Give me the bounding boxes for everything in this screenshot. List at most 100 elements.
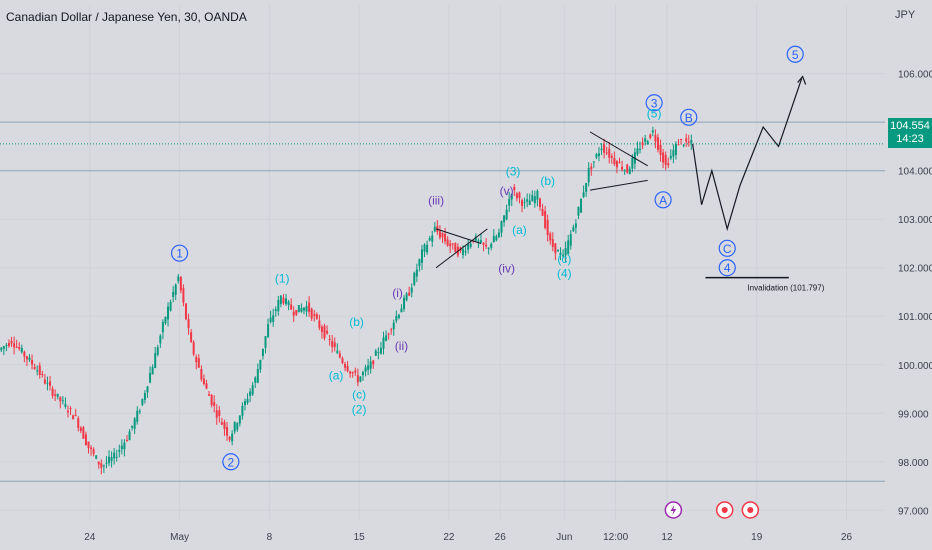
x-tick-label: 8 [267, 532, 273, 543]
candle-body [226, 426, 229, 436]
candle-body [403, 297, 406, 309]
wave-circle-1 [170, 244, 189, 262]
candle-body [500, 221, 503, 233]
candle-body [479, 240, 482, 243]
candle-body [351, 372, 354, 374]
candle-body [100, 463, 103, 468]
wave-circle-3 [645, 94, 663, 112]
candle-body [590, 166, 593, 170]
candle-body [200, 368, 203, 380]
candle-body [574, 223, 577, 228]
candle-body [46, 382, 49, 384]
candle-body [523, 201, 526, 203]
candle-body [408, 292, 411, 296]
y-tick-label: 102.000 [898, 264, 932, 275]
candle-body [264, 336, 267, 348]
candle-body [59, 396, 62, 402]
candle-body [7, 343, 10, 347]
candle-body [618, 162, 621, 164]
triangle-line [589, 179, 648, 191]
wave-label-minor: (c) [557, 252, 571, 266]
candle-body [151, 367, 154, 375]
wave-label-minor: (3) [506, 165, 521, 179]
candle-body [356, 375, 359, 383]
candle-body [118, 450, 121, 452]
y-tick-label: 104.000 [898, 167, 932, 178]
candle-body [510, 193, 513, 200]
candle-body [464, 251, 467, 253]
wave-label-minor: (a) [512, 223, 527, 237]
candle-body [546, 219, 549, 235]
candle-body [418, 259, 421, 267]
candle-body [359, 376, 362, 382]
candle-body [336, 350, 339, 354]
chart-title: Canadian Dollar / Japanese Yen, 30, OAND… [6, 10, 247, 24]
wave-label-sub: (ii) [395, 339, 408, 353]
candle-body [605, 152, 608, 154]
projection-path [692, 78, 803, 232]
candle-body [395, 316, 398, 321]
candle-body [372, 360, 375, 365]
candle-body [623, 170, 626, 172]
candle-body [295, 310, 298, 315]
candle-body [195, 357, 198, 363]
candle-body [582, 192, 585, 198]
candle-body [541, 208, 544, 216]
wave-label-4: 4 [724, 261, 731, 275]
wave-circle-4 [718, 259, 736, 277]
candle-body [164, 317, 167, 324]
candle-body [279, 295, 282, 305]
y-tick-label: 97.000 [898, 506, 929, 517]
candle-body [603, 144, 606, 153]
candle-body [326, 330, 329, 334]
candle-body [420, 249, 423, 263]
candle-body [551, 239, 554, 248]
candle-body [290, 304, 293, 310]
candle-body [615, 161, 618, 168]
candle-body [664, 154, 667, 165]
candle-body [323, 325, 326, 339]
candle-body [267, 324, 270, 338]
candle-body [549, 233, 552, 241]
candle-body [508, 198, 511, 206]
candle-body [72, 415, 75, 420]
currency-label: JPY [895, 9, 916, 21]
candle-body [462, 249, 465, 256]
candle-body [249, 391, 252, 396]
candle-body [636, 148, 639, 155]
candle-body [302, 307, 305, 311]
wave-label-1: 1 [176, 247, 183, 261]
candle-body [562, 254, 565, 257]
y-tick-label: 106.000 [898, 70, 932, 81]
candle-body [487, 247, 490, 249]
candle-body [639, 148, 642, 150]
x-tick-label: Jun [556, 532, 572, 543]
candle-body [531, 195, 534, 202]
candle-body [441, 232, 444, 238]
candle-body [74, 414, 77, 416]
candle-body [346, 366, 349, 372]
candle-body [572, 227, 575, 232]
candle-body [136, 410, 139, 422]
candle-body [231, 433, 234, 442]
candle-body [66, 410, 69, 413]
last-price-badge: 104.554 14:23 [888, 118, 932, 148]
candle-body [405, 293, 408, 301]
candle-body [674, 143, 677, 155]
candle-body [305, 305, 308, 312]
candle-body [215, 410, 218, 418]
candle-body [379, 347, 382, 354]
candle-body [328, 338, 331, 340]
candle-body [228, 436, 231, 440]
candle-body [246, 398, 249, 403]
candle-body [513, 186, 516, 191]
candle-body [179, 276, 182, 291]
candle-body [105, 462, 108, 464]
candle-body [0, 347, 3, 351]
candle-body [369, 361, 372, 369]
candle-body [385, 335, 388, 341]
wave-circle-2 [222, 453, 240, 471]
candle-body [682, 144, 685, 146]
candle-body [82, 427, 85, 439]
